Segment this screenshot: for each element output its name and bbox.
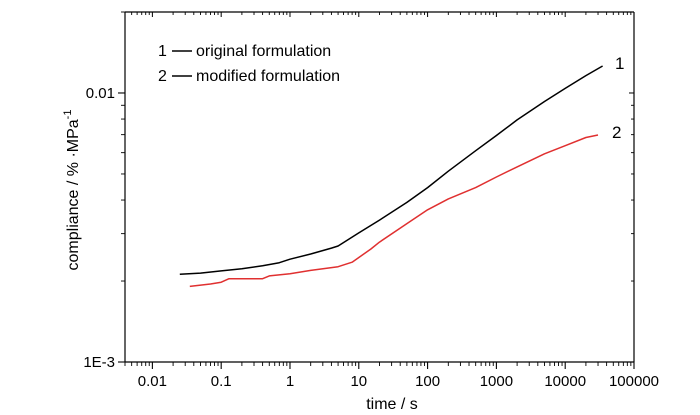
x-tick-label: 100000 (609, 373, 659, 390)
legend-item-1-number: 1 (158, 43, 167, 60)
legend-item-2-label: modified formulation (196, 68, 340, 85)
series-layer (179, 65, 603, 288)
y-axis-title-superscript: -1 (62, 110, 74, 120)
legend-item-1-label: original formulation (196, 43, 331, 60)
y-ticks: 1E-3 0.01 (83, 11, 634, 371)
y-tick-label: 1E-3 (83, 354, 115, 371)
x-tick-label: 10 (350, 373, 367, 390)
y-tick-label: 0.01 (86, 85, 115, 102)
plot-frame (124, 11, 635, 363)
x-tick-label: 0.1 (211, 373, 232, 390)
x-tick-label: 10000 (544, 373, 586, 390)
series-2-end-label: 2 (612, 123, 621, 142)
x-tick-label: 1 (286, 373, 294, 390)
x-axis-title: time / s (366, 396, 418, 413)
x-tick-label: 0.01 (138, 373, 167, 390)
series-2-line (189, 134, 599, 288)
legend: 1 original formulation 2 modified formul… (158, 43, 340, 85)
x-ticks: 0.01 0.1 1 10 100 1000 10000 100000 (124, 12, 659, 390)
series-1-end-label: 1 (615, 54, 624, 73)
y-axis-title: compliance / % ·MPa-1 (62, 110, 82, 271)
series-1-line (179, 65, 603, 275)
legend-item-2-number: 2 (158, 68, 167, 85)
y-axis-title-main: compliance / % ·MPa (65, 119, 82, 270)
x-tick-label: 100 (415, 373, 440, 390)
x-tick-label: 1000 (480, 373, 513, 390)
